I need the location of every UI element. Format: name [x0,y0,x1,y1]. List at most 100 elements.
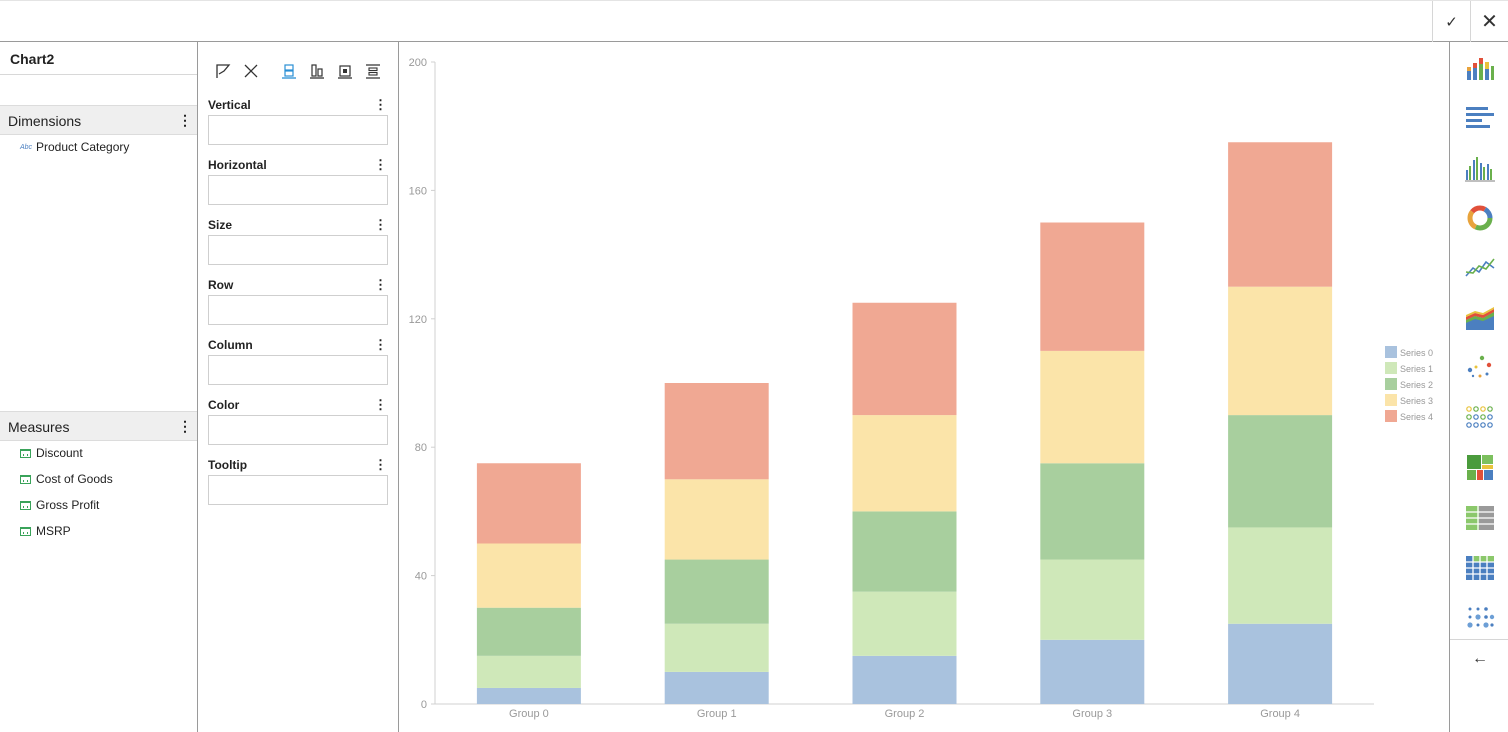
bar-segment[interactable] [1040,559,1145,640]
close-button[interactable]: ✕ [1470,1,1508,42]
treemap-icon[interactable] [1460,448,1500,488]
measure-item-cost-of-goods[interactable]: Cost of Goods [20,472,113,486]
crosstab-icon[interactable] [1460,548,1500,588]
tooltip-drop-zone[interactable] [208,475,388,505]
row-more-icon[interactable]: ⋮ [374,277,387,292]
legend-label[interactable]: Series 0 [1400,348,1433,358]
column-drop-zone[interactable] [208,355,388,385]
y-tick-label: 0 [421,699,427,711]
color-drop-zone[interactable] [208,415,388,445]
bar-segment[interactable] [1040,222,1145,351]
row-label: Row [208,278,234,292]
legend-label[interactable]: Series 2 [1400,380,1433,390]
legend-label[interactable]: Series 4 [1400,412,1433,422]
bar-segment[interactable] [664,479,769,560]
align-bottom-icon[interactable] [306,60,328,82]
bindings-panel: Vertical ⋮ Horizontal ⋮ Size ⋮ Row ⋮ Col… [198,42,399,732]
dimension-label: Product Category [36,140,130,154]
vertical-more-icon[interactable]: ⋮ [374,97,387,112]
stacked-column-chart-icon[interactable] [1460,48,1500,88]
bar-segment[interactable] [852,511,957,592]
bar-segment[interactable] [664,623,769,672]
bar-segment[interactable] [1228,415,1333,528]
bar-segment[interactable] [1040,463,1145,560]
dot-matrix-icon[interactable] [1460,598,1500,638]
table-icon[interactable] [1460,498,1500,538]
tooltip-label: Tooltip [208,458,248,472]
measure-icon [20,500,31,510]
bar-segment[interactable] [664,559,769,624]
align-center-icon[interactable] [334,60,356,82]
legend-swatch [1385,362,1397,374]
area-chart-icon[interactable] [1460,298,1500,338]
color-label: Color [208,398,240,412]
donut-chart-icon[interactable] [1460,198,1500,238]
bar-segment[interactable] [1040,350,1145,464]
bar-segment[interactable] [476,687,581,704]
horizontal-label: Horizontal [208,158,267,172]
tooltip-more-icon[interactable]: ⋮ [374,457,387,472]
y-tick-label: 120 [409,314,427,326]
legend-swatch [1385,378,1397,390]
flag-icon[interactable] [212,60,234,82]
chart-type-palette: ← [1449,42,1508,732]
legend-label[interactable]: Series 1 [1400,364,1433,374]
measure-icon [20,526,31,536]
text-field-icon: Abc [20,143,33,151]
bar-segment[interactable] [852,415,957,512]
confirm-button[interactable]: ✓ [1432,1,1470,42]
size-drop-zone[interactable] [208,235,388,265]
chart-name-title[interactable]: Chart2 [0,42,197,75]
bar-segment[interactable] [1228,623,1333,704]
cross-icon[interactable] [240,60,262,82]
y-tick-label: 160 [409,185,427,197]
column-more-icon[interactable]: ⋮ [374,337,387,352]
bar-segment[interactable] [852,591,957,656]
x-tick-label: Group 2 [885,708,925,720]
bar-segment[interactable] [664,671,769,704]
grouped-column-chart-icon[interactable] [1460,148,1500,188]
row-drop-zone[interactable] [208,295,388,325]
bar-segment[interactable] [476,543,581,608]
distribute-icon[interactable] [362,60,384,82]
size-more-icon[interactable]: ⋮ [374,217,387,232]
x-tick-label: Group 0 [509,708,549,720]
bar-segment[interactable] [1228,286,1333,416]
color-more-icon[interactable]: ⋮ [374,397,387,412]
measure-icon [20,448,31,458]
horizontal-bar-chart-icon[interactable] [1460,98,1500,138]
bubble-grid-icon[interactable] [1460,398,1500,438]
bar-segment[interactable] [476,655,581,688]
align-vertical-icon[interactable] [278,60,300,82]
bar-segment[interactable] [476,607,581,656]
vertical-drop-zone[interactable] [208,115,388,145]
bar-segment[interactable] [852,655,957,704]
y-tick-label: 200 [409,57,427,69]
stacked-bar-chart: 0 40 80 120 160 200 Group 0 Group 1 Group 2 Group… [409,57,1433,720]
bar-segment[interactable] [852,302,957,416]
bar-segment[interactable] [1040,639,1145,704]
top-toolbar: ✓ ✕ [0,0,1508,42]
bar-segment[interactable] [1228,142,1333,287]
measure-item-discount[interactable]: Discount [20,446,83,460]
bar-segment[interactable] [664,383,769,480]
line-chart-icon[interactable] [1460,248,1500,288]
legend-label[interactable]: Series 3 [1400,396,1433,406]
chart-canvas: 0 40 80 120 160 200 Group 0 Group 1 Group 2 Group… [399,42,1449,732]
dimensions-more-icon[interactable]: ⋮ [178,112,192,128]
scatter-chart-icon[interactable] [1460,348,1500,388]
horizontal-more-icon[interactable]: ⋮ [374,157,387,172]
measure-item-msrp[interactable]: MSRP [20,524,71,538]
bar-segment[interactable] [1228,527,1333,624]
horizontal-drop-zone[interactable] [208,175,388,205]
dimensions-label: Dimensions [8,113,82,129]
measures-more-icon[interactable]: ⋮ [178,418,192,434]
measures-header: Measures ⋮ [0,411,197,441]
data-panel: Chart2 Dimensions ⋮ Abc Product Category… [0,42,198,732]
palette-divider [1450,639,1508,640]
measure-item-gross-profit[interactable]: Gross Profit [20,498,99,512]
collapse-palette-button[interactable]: ← [1460,644,1500,674]
dimension-item-product-category[interactable]: Abc Product Category [20,140,129,154]
y-tick-label: 40 [415,571,427,583]
bar-segment[interactable] [476,463,581,544]
